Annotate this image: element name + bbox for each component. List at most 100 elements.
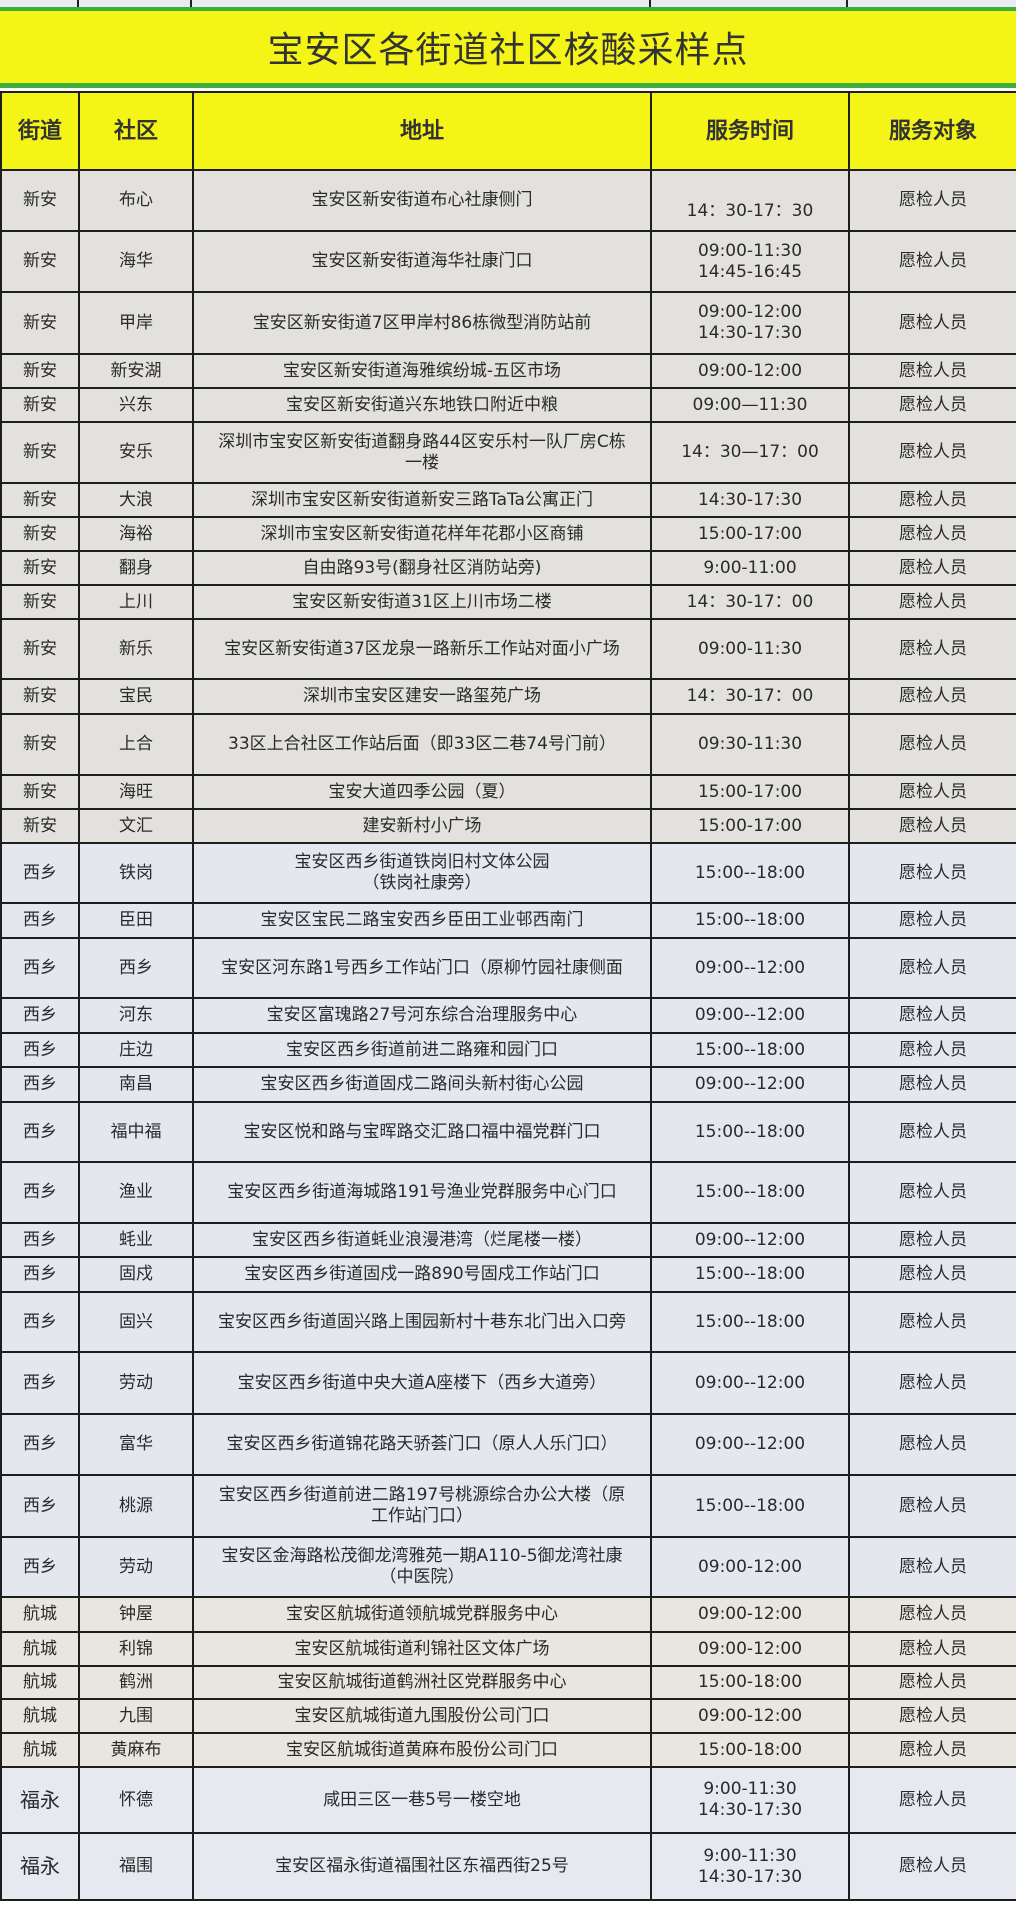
community-cell: 渔业 <box>78 1161 194 1224</box>
table-row: 福永 福围 宝安区福永街道福围社区东福西街25号 9:00-11:30 14:30-1… <box>0 1832 1016 1901</box>
service-time-cell: 15:00--18:00 <box>650 1101 850 1163</box>
service-target-cell: 愿检人员 <box>848 937 1016 999</box>
table-row: 航城 鹤洲 宝安区航城街道鹤洲社区党群服务中心 15:00-18:00 愿检人员 <box>0 1665 1016 1700</box>
table-row: 西乡 劳动 宝安区金海路松茂御龙湾雅苑一期A110-5御龙湾社康 （中医院） 09:0… <box>0 1536 1016 1598</box>
community-cell: 福中福 <box>78 1101 194 1163</box>
community-cell: 大浪 <box>78 482 194 518</box>
service-target-cell: 愿检人员 <box>848 808 1016 844</box>
service-target-cell: 愿检人员 <box>848 1222 1016 1258</box>
service-time-cell: 09:00--12:00 <box>650 997 850 1034</box>
address-cell: 33区上合社区工作站后面（即33区二巷74号门前） <box>192 713 652 776</box>
service-target-cell: 愿检人员 <box>848 1161 1016 1224</box>
community-cell: 固戍 <box>78 1256 194 1293</box>
address-cell: 深圳市宝安区建安一路玺苑广场 <box>192 678 652 715</box>
community-cell: 庄边 <box>78 1032 194 1068</box>
community-cell: 海华 <box>78 230 194 293</box>
table-row: 新安 兴东 宝安区新安街道兴东地铁口附近中粮 09:00—11:30 愿检人员 <box>0 387 1016 423</box>
service-target-cell: 愿检人员 <box>848 584 1016 620</box>
service-time-cell: 09:00--12:00 <box>650 1351 850 1415</box>
address-cell: 宝安区宝民二路宝安西乡臣田工业邨西南门 <box>192 902 652 939</box>
table-row: 新安 新乐 宝安区新安街道37区龙泉一路新乐工作站对面小广场 09:00-11:30 愿… <box>0 618 1016 680</box>
community-cell: 钟屋 <box>78 1596 194 1633</box>
address-cell: 宝安区西乡街道固兴路上围园新村十巷东北门出入口旁 <box>192 1291 652 1353</box>
address-cell: 咸田三区一巷5号一楼空地 <box>192 1766 652 1834</box>
address-cell: 宝安区新安街道布心社康侧门 <box>192 169 652 232</box>
street-cell: 西乡 <box>0 842 80 904</box>
service-time-cell: 14：30-17：00 <box>650 584 850 620</box>
service-time-cell: 15:00-18:00 <box>650 1665 850 1700</box>
community-cell: 海旺 <box>78 774 194 810</box>
address-cell: 宝安区西乡街道海城路191号渔业党群服务中心门口 <box>192 1161 652 1224</box>
service-target-cell: 愿检人员 <box>848 1413 1016 1476</box>
community-cell: 宝民 <box>78 678 194 715</box>
header-service-time: 服务时间 <box>650 91 850 171</box>
address-cell: 深圳市宝安区新安街道翻身路44区安乐村一队厂房C栋 一楼 <box>192 421 652 484</box>
community-cell: 臣田 <box>78 902 194 939</box>
address-cell: 宝安区航城街道黄麻布股份公司门口 <box>192 1732 652 1768</box>
table-header-row: 街道 社区 地址 服务时间 服务对象 <box>0 91 1016 171</box>
table-row: 新安 新安湖 宝安区新安街道海雅缤纷城-五区市场 09:00-12:00 愿检人员 <box>0 353 1016 389</box>
table-row: 西乡 固戍 宝安区西乡街道固戍一路890号固戍工作站门口 15:00--18:00 愿检… <box>0 1256 1016 1293</box>
community-cell: 福围 <box>78 1832 194 1901</box>
address-cell: 宝安区西乡街道前进二路雍和园门口 <box>192 1032 652 1068</box>
table-row: 航城 钟屋 宝安区航城街道领航城党群服务中心 09:00-12:00 愿检人员 <box>0 1596 1016 1633</box>
service-target-cell: 愿检人员 <box>848 1474 1016 1538</box>
previous-row-edge <box>0 0 1016 7</box>
address-cell: 宝安区航城街道鹤洲社区党群服务中心 <box>192 1665 652 1700</box>
service-target-cell: 愿检人员 <box>848 1101 1016 1163</box>
service-target-cell: 愿检人员 <box>848 482 1016 518</box>
community-cell: 西乡 <box>78 937 194 999</box>
street-cell: 新安 <box>0 774 80 810</box>
address-cell: 宝安区河东路1号西乡工作站门口（原柳竹园社康侧面 <box>192 937 652 999</box>
service-time-cell: 9:00-11:30 14:30-17:30 <box>650 1832 850 1901</box>
community-cell: 上川 <box>78 584 194 620</box>
service-time-cell: 9:00-11:30 14:30-17:30 <box>650 1766 850 1834</box>
address-cell: 宝安大道四季公园（夏） <box>192 774 652 810</box>
street-cell: 西乡 <box>0 1291 80 1353</box>
table-row: 新安 上川 宝安区新安街道31区上川市场二楼 14：30-17：00 愿检人员 <box>0 584 1016 620</box>
service-time-cell: 15:00-17:00 <box>650 516 850 552</box>
service-time-cell: 09:00-12:00 <box>650 1536 850 1598</box>
service-time-cell: 09:00-11:30 14:45-16:45 <box>650 230 850 293</box>
community-cell: 河东 <box>78 997 194 1034</box>
service-target-cell: 愿检人员 <box>848 1536 1016 1598</box>
service-time-cell: 09:00--12:00 <box>650 1413 850 1476</box>
table-row: 新安 海华 宝安区新安街道海华社康门口 09:00-11:30 14:45-16:45… <box>0 230 1016 293</box>
street-cell: 福永 <box>0 1832 80 1901</box>
table-row: 西乡 蚝业 宝安区西乡街道蚝业浪漫港湾（烂尾楼一楼） 09:00--12:00 愿检人员 <box>0 1222 1016 1258</box>
address-cell: 宝安区西乡街道固戍二路间头新村街心公园 <box>192 1066 652 1103</box>
street-cell: 新安 <box>0 550 80 586</box>
service-time-cell: 15:00--18:00 <box>650 1291 850 1353</box>
service-target-cell: 愿检人员 <box>848 1766 1016 1834</box>
street-cell: 新安 <box>0 713 80 776</box>
service-time-cell: 15:00--18:00 <box>650 1256 850 1293</box>
street-cell: 西乡 <box>0 902 80 939</box>
table-row: 西乡 庄边 宝安区西乡街道前进二路雍和园门口 15:00--18:00 愿检人员 <box>0 1032 1016 1068</box>
table-row: 福永 怀德 咸田三区一巷5号一楼空地 9:00-11:30 14:30-17:30 愿检… <box>0 1766 1016 1834</box>
table-row: 西乡 南昌 宝安区西乡街道固戍二路间头新村街心公园 09:00--12:00 愿检人员 <box>0 1066 1016 1103</box>
table-row: 新安 翻身 自由路93号(翻身社区消防站旁) 9:00-11:00 愿检人员 <box>0 550 1016 586</box>
address-cell: 宝安区航城街道利锦社区文体广场 <box>192 1631 652 1667</box>
service-target-cell: 愿检人员 <box>848 421 1016 484</box>
table-row: 西乡 铁岗 宝安区西乡街道铁岗旧村文体公园 （铁岗社康旁） 15:00--18:00 愿… <box>0 842 1016 904</box>
header-street: 街道 <box>0 91 80 171</box>
address-cell: 宝安区新安街道海雅缤纷城-五区市场 <box>192 353 652 389</box>
table-row: 西乡 渔业 宝安区西乡街道海城路191号渔业党群服务中心门口 15:00--18:00… <box>0 1161 1016 1224</box>
table-row: 西乡 河东 宝安区富瑰路27号河东综合治理服务中心 09:00--12:00 愿检人员 <box>0 997 1016 1034</box>
table-row: 新安 海旺 宝安大道四季公园（夏） 15:00-17:00 愿检人员 <box>0 774 1016 810</box>
address-cell: 宝安区福永街道福围社区东福西街25号 <box>192 1832 652 1901</box>
service-target-cell: 愿检人员 <box>848 842 1016 904</box>
table-row: 新安 上合 33区上合社区工作站后面（即33区二巷74号门前） 09:30-11:30… <box>0 713 1016 776</box>
street-cell: 新安 <box>0 421 80 484</box>
street-cell: 航城 <box>0 1596 80 1633</box>
street-cell: 西乡 <box>0 1222 80 1258</box>
address-cell: 宝安区航城街道九围股份公司门口 <box>192 1698 652 1734</box>
service-time-cell: 14:30-17:30 <box>650 482 850 518</box>
community-cell: 黄麻布 <box>78 1732 194 1768</box>
address-cell: 宝安区西乡街道固戍一路890号固戍工作站门口 <box>192 1256 652 1293</box>
service-target-cell: 愿检人员 <box>848 1698 1016 1734</box>
community-cell: 怀德 <box>78 1766 194 1834</box>
street-cell: 新安 <box>0 387 80 423</box>
header-service-target: 服务对象 <box>848 91 1016 171</box>
community-cell: 新乐 <box>78 618 194 680</box>
